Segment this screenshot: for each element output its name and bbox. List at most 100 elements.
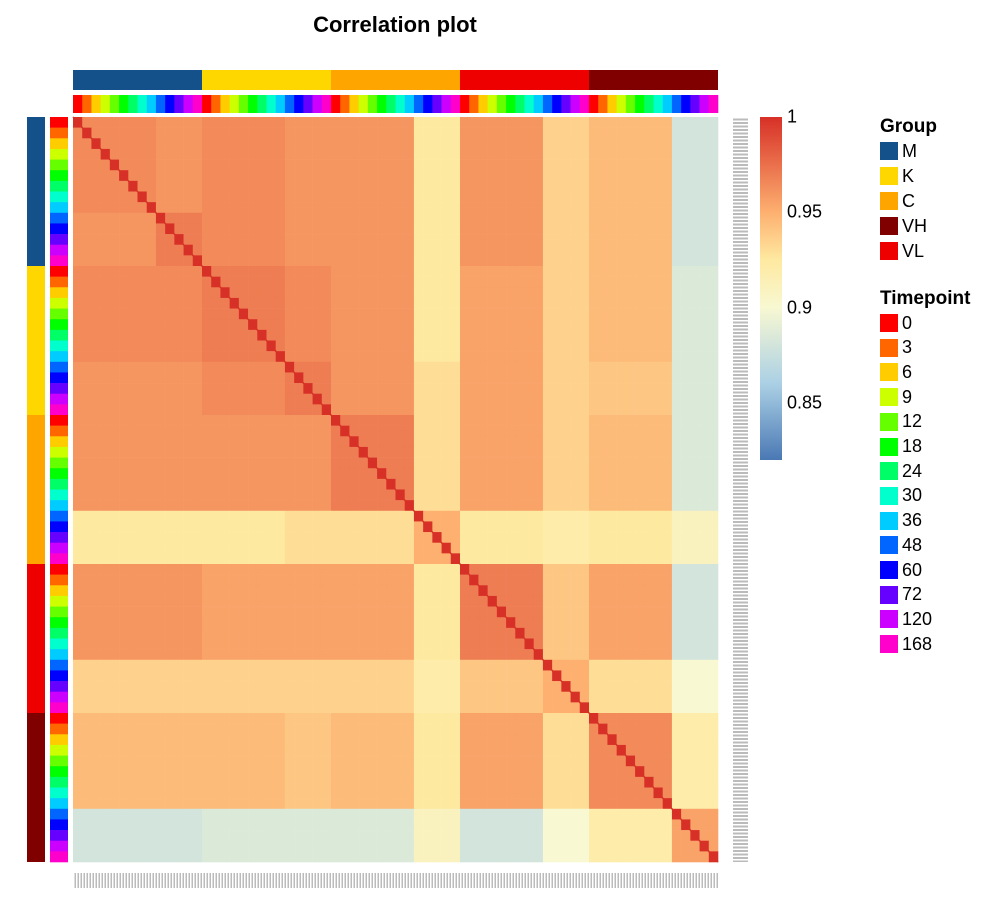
heatmap-cell: [671, 393, 682, 405]
heatmap-cell: [165, 681, 175, 693]
heatmap-cell: [404, 329, 415, 341]
heatmap-cell: [192, 755, 203, 767]
heatmap-cell: [229, 170, 240, 182]
heatmap-cell: [386, 127, 396, 139]
heatmap-cell: [367, 574, 378, 586]
heatmap-cell: [349, 468, 359, 480]
heatmap-cell: [561, 713, 571, 724]
heatmap-cell: [699, 244, 710, 256]
heatmap-cell: [377, 489, 387, 501]
heatmap-cell: [321, 808, 332, 820]
heatmap-cell: [377, 691, 387, 703]
heatmap-cell: [73, 383, 83, 395]
heatmap-cell: [192, 329, 203, 341]
heatmap-cell: [146, 436, 157, 448]
heatmap-cell: [331, 521, 341, 533]
heatmap-cell: [404, 415, 415, 426]
heatmap-cell: [404, 319, 415, 331]
heatmap-cell: [635, 553, 645, 565]
heatmap-cell: [681, 329, 691, 341]
heatmap-cell: [174, 383, 184, 395]
heatmap-cell: [644, 436, 654, 448]
heatmap-cell: [515, 755, 525, 767]
heatmap-cell: [515, 415, 525, 426]
heatmap-cell: [137, 713, 148, 724]
heatmap-cell: [349, 798, 359, 810]
heatmap-cell: [82, 649, 92, 661]
heatmap-cell: [284, 830, 295, 842]
heatmap-cell: [533, 798, 544, 810]
heatmap-cell: [478, 744, 488, 756]
heatmap-cell: [616, 287, 627, 299]
heatmap-cell: [82, 723, 92, 735]
heatmap-cell: [238, 170, 249, 182]
heatmap-cell: [671, 478, 682, 490]
heatmap-cell: [625, 234, 636, 246]
heatmap-cell: [487, 766, 498, 778]
heatmap-cell: [91, 276, 101, 288]
heatmap-cell: [404, 532, 415, 544]
heatmap-cell: [155, 830, 166, 842]
heatmap-cell: [386, 670, 396, 682]
heatmap-cell: [404, 393, 415, 405]
heatmap-cell: [238, 478, 249, 490]
heatmap-cell: [395, 649, 406, 661]
heatmap-cell: [109, 308, 120, 320]
heatmap-cell: [607, 202, 617, 214]
heatmap-cell: [331, 691, 341, 703]
heatmap-cell: [183, 691, 194, 703]
heatmap-cell: [616, 234, 627, 246]
heatmap-cell: [73, 351, 83, 363]
heatmap-cell: [377, 734, 387, 746]
heatmap-cell: [487, 297, 498, 309]
heatmap-cell: [708, 202, 719, 214]
heatmap-cell: [211, 372, 221, 384]
heatmap-cell: [598, 276, 608, 288]
heatmap-cell: [303, 744, 313, 756]
heatmap-cell: [321, 266, 332, 277]
heatmap-cell: [146, 457, 157, 469]
heatmap-cell: [183, 340, 194, 352]
heatmap-cell: [524, 234, 535, 246]
heatmap-cell: [635, 776, 645, 788]
heatmap-cell: [155, 468, 166, 480]
heatmap-cell: [367, 713, 378, 724]
heatmap-cell: [708, 702, 719, 714]
heatmap-cell: [515, 500, 525, 512]
heatmap-cell: [496, 297, 507, 309]
heatmap-cell: [109, 117, 120, 128]
heatmap-cell: [192, 787, 203, 799]
heatmap-cell: [690, 308, 700, 320]
heatmap-cell: [404, 244, 415, 256]
heatmap-cell: [413, 478, 424, 490]
heatmap-cell: [570, 734, 581, 746]
heatmap-cell: [266, 819, 277, 831]
heatmap-cell: [653, 691, 664, 703]
heatmap-cell: [303, 691, 313, 703]
heatmap-cell: [625, 212, 636, 224]
heatmap-cell: [183, 266, 194, 277]
heatmap-cell: [671, 351, 682, 363]
heatmap-cell: [220, 595, 230, 607]
heatmap-cell: [321, 234, 332, 246]
heatmap-cell: [211, 617, 221, 629]
heatmap-cell: [202, 468, 212, 480]
heatmap-cell: [432, 649, 442, 661]
heatmap-cell: [681, 446, 691, 458]
top-timepoint-cell: [423, 95, 433, 113]
heatmap-cell: [607, 478, 617, 490]
heatmap-cell: [699, 627, 710, 639]
heatmap-cell: [220, 308, 230, 320]
heatmap-cell: [413, 532, 424, 544]
heatmap-cell: [515, 202, 525, 214]
heatmap-cell: [487, 287, 498, 299]
heatmap-cell: [386, 553, 396, 565]
heatmap-cell: [211, 830, 221, 842]
heatmap-cell: [478, 532, 488, 544]
heatmap-cell: [137, 415, 148, 426]
heatmap-cell: [100, 478, 111, 490]
heatmap-cell: [681, 808, 691, 820]
heatmap-cell: [432, 595, 442, 607]
heatmap-cell: [238, 180, 249, 192]
heatmap-cell: [377, 415, 387, 426]
